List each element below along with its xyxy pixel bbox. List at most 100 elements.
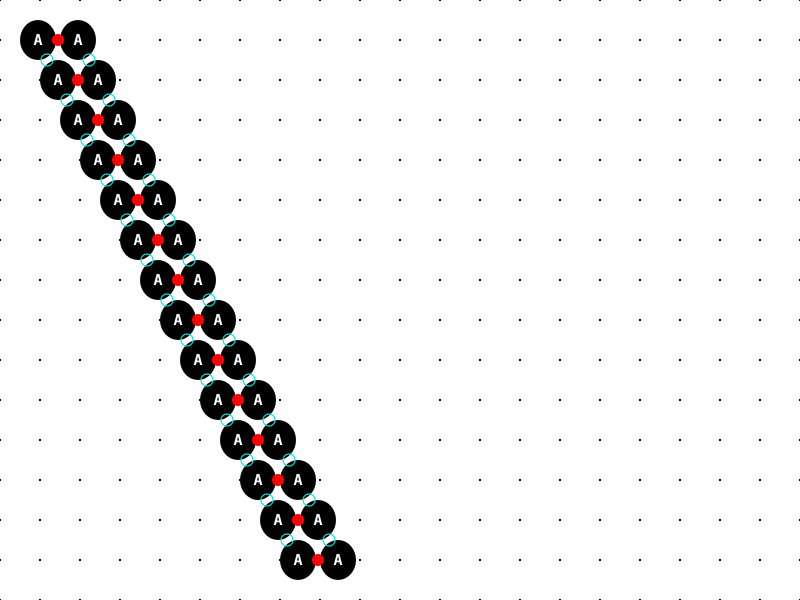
grid-dot bbox=[119, 559, 121, 561]
grid-dot bbox=[0, 119, 1, 121]
bond-point bbox=[132, 194, 144, 206]
bond-point bbox=[232, 394, 244, 406]
atom-label: A bbox=[153, 191, 162, 209]
grid-dot bbox=[399, 479, 401, 481]
grid-dot bbox=[279, 159, 281, 161]
grid-dot bbox=[39, 159, 41, 161]
link-ring bbox=[40, 53, 54, 67]
atom-label: A bbox=[313, 511, 322, 529]
grid-dot bbox=[759, 439, 761, 441]
atom-label: A bbox=[33, 31, 42, 49]
grid-dot bbox=[719, 239, 721, 241]
grid-dot bbox=[359, 359, 361, 361]
atom-circle bbox=[80, 60, 116, 100]
grid-dot bbox=[679, 439, 681, 441]
atom-label: A bbox=[153, 271, 162, 289]
bond-point bbox=[172, 274, 184, 286]
atom-circle bbox=[280, 460, 316, 500]
bond-point bbox=[212, 354, 224, 366]
atom-node: A bbox=[140, 260, 176, 300]
link-ring bbox=[162, 213, 176, 227]
atom-node: A bbox=[180, 260, 216, 300]
grid-dot bbox=[759, 479, 761, 481]
grid-dot bbox=[559, 159, 561, 161]
grid-dot bbox=[0, 199, 1, 201]
grid-dot bbox=[639, 239, 641, 241]
grid-dot bbox=[559, 319, 561, 321]
grid-dot bbox=[39, 199, 41, 201]
grid-dot bbox=[359, 439, 361, 441]
grid-dot bbox=[759, 79, 761, 81]
atom-circle bbox=[100, 180, 136, 220]
grid-dot bbox=[639, 0, 641, 1]
grid-dot bbox=[279, 0, 281, 1]
grid-dot bbox=[559, 39, 561, 41]
atom-circle bbox=[200, 300, 236, 340]
grid-dot bbox=[559, 399, 561, 401]
link-ring bbox=[200, 373, 214, 387]
grid-dot bbox=[319, 159, 321, 161]
grid-dot bbox=[439, 399, 441, 401]
atom-circle bbox=[300, 500, 336, 540]
grid-dot bbox=[119, 399, 121, 401]
grid-dot bbox=[519, 359, 521, 361]
grid-dot bbox=[639, 119, 641, 121]
grid-dot bbox=[519, 159, 521, 161]
grid-dot bbox=[719, 519, 721, 521]
atom-node: A bbox=[120, 220, 156, 260]
atom-label: A bbox=[73, 111, 82, 129]
grid-dot bbox=[319, 439, 321, 441]
link-ring bbox=[322, 533, 336, 547]
grid-dot bbox=[639, 79, 641, 81]
grid-dot bbox=[199, 119, 201, 121]
atom-label: A bbox=[273, 431, 282, 449]
grid-dot bbox=[439, 279, 441, 281]
grid-dot bbox=[159, 479, 161, 481]
grid-dot bbox=[319, 39, 321, 41]
link-ring bbox=[280, 533, 294, 547]
atom-circle bbox=[220, 340, 256, 380]
link-ring bbox=[120, 213, 134, 227]
atom-circle bbox=[160, 300, 196, 340]
grid-dot bbox=[159, 0, 161, 1]
atom-label: A bbox=[73, 31, 82, 49]
grid-dot bbox=[279, 319, 281, 321]
grid-dot bbox=[319, 279, 321, 281]
grid-dot bbox=[239, 39, 241, 41]
grid-dot bbox=[399, 319, 401, 321]
atom-node: A bbox=[60, 20, 96, 60]
grid-dot bbox=[79, 0, 81, 1]
grid-dot bbox=[319, 479, 321, 481]
grid-dot bbox=[639, 559, 641, 561]
grid-dot bbox=[0, 559, 1, 561]
grid-dot bbox=[199, 0, 201, 1]
atom-circle bbox=[60, 20, 96, 60]
link-ring bbox=[102, 93, 116, 107]
atom-node: A bbox=[320, 540, 356, 580]
atom-circle bbox=[80, 140, 116, 180]
link-ring bbox=[100, 173, 114, 187]
grid-dot bbox=[519, 319, 521, 321]
grid-dot bbox=[639, 519, 641, 521]
link-ring bbox=[202, 293, 216, 307]
grid-dot bbox=[599, 239, 601, 241]
grid-dot bbox=[159, 159, 161, 161]
atom-label: A bbox=[213, 311, 222, 329]
grid-dot bbox=[479, 79, 481, 81]
grid-dot bbox=[559, 239, 561, 241]
grid-dot bbox=[439, 319, 441, 321]
grid-dot bbox=[519, 119, 521, 121]
grid-dot bbox=[599, 39, 601, 41]
atom-circle bbox=[140, 260, 176, 300]
grid-dot bbox=[519, 79, 521, 81]
link-ring bbox=[262, 413, 276, 427]
grid-dot bbox=[319, 0, 321, 1]
grid-dot bbox=[39, 439, 41, 441]
atom-node: A bbox=[20, 20, 56, 60]
grid-dot bbox=[199, 159, 201, 161]
grid-dot bbox=[679, 479, 681, 481]
grid-dot bbox=[39, 119, 41, 121]
